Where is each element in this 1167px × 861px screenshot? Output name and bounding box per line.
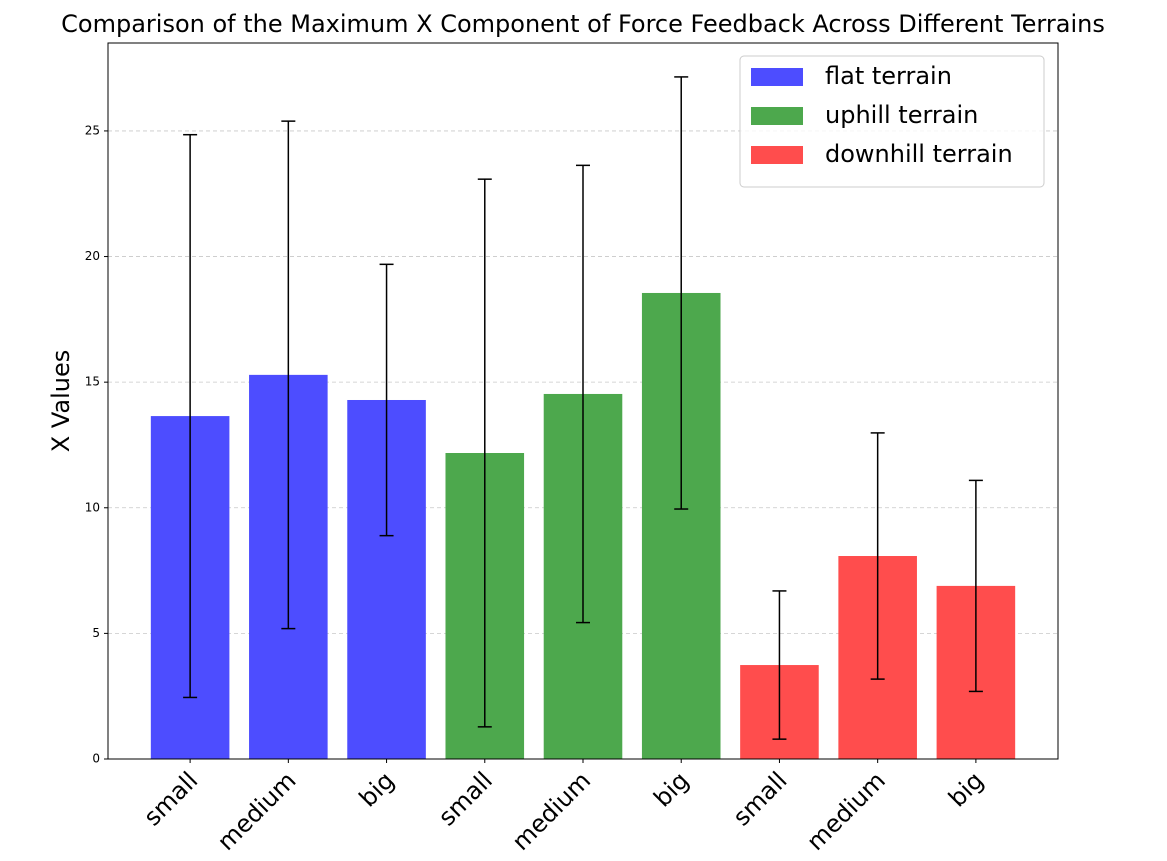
legend-box bbox=[739, 55, 1045, 188]
legend-label: uphill terrain bbox=[825, 101, 978, 129]
y-tick-label: 0 bbox=[92, 752, 100, 766]
y-tick-label: 10 bbox=[85, 500, 100, 514]
legend-label: flat terrain bbox=[825, 62, 952, 90]
legend-label: downhill terrain bbox=[825, 140, 1013, 168]
y-axis-label: X Values bbox=[47, 350, 75, 452]
legend-swatch bbox=[751, 68, 803, 86]
chart-title: Comparison of the Maximum X Component of… bbox=[61, 10, 1105, 38]
y-tick-label: 15 bbox=[85, 375, 100, 389]
legend-swatch bbox=[751, 146, 803, 164]
y-tick-label: 20 bbox=[85, 249, 100, 263]
y-tick-label: 5 bbox=[92, 626, 100, 640]
y-tick-label: 25 bbox=[85, 123, 100, 137]
legend-swatch bbox=[751, 107, 803, 125]
